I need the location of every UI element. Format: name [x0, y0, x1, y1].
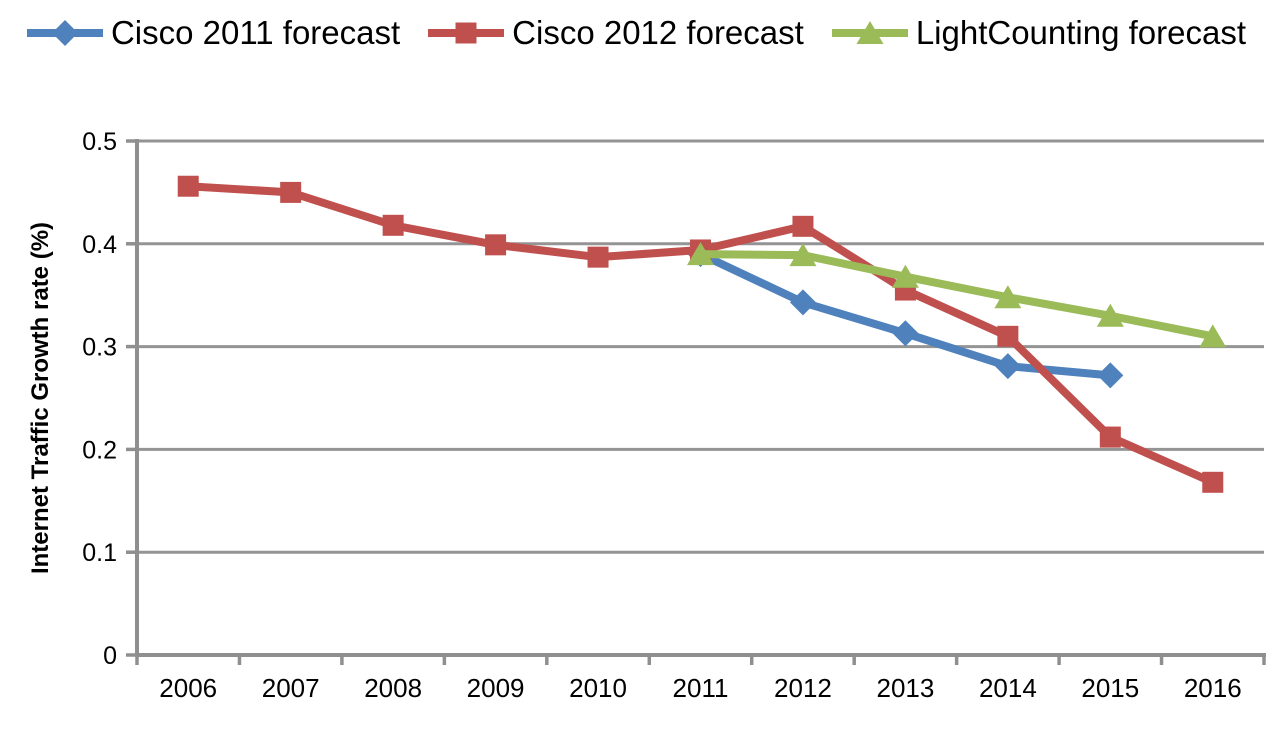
x-tick-label: 2008 — [364, 673, 422, 703]
y-tick-label: 0.2 — [82, 436, 117, 464]
triangle-marker-icon — [994, 285, 1022, 309]
triangle-marker-icon — [856, 21, 884, 44]
series-line-lightcounting-forecast — [700, 250, 1214, 341]
legend-label: LightCounting forecast — [915, 14, 1247, 51]
diamond-marker-icon — [1097, 362, 1124, 389]
triangle-marker-icon — [789, 243, 817, 267]
diamond-legend-marker-icon — [26, 20, 103, 46]
x-tick-label: 2014 — [979, 673, 1037, 703]
square-marker-icon — [587, 246, 609, 268]
diamond-marker-icon — [892, 320, 919, 347]
x-tick-label: 2012 — [774, 673, 832, 703]
square-marker-icon — [997, 325, 1019, 347]
legend-label: Cisco 2011 forecast — [110, 14, 401, 51]
x-tick-label: 2013 — [876, 673, 934, 703]
series-cisco-2012-forecast — [177, 175, 1224, 493]
legend-label: Cisco 2012 forecast — [512, 14, 804, 51]
y-tick-label: 0.5 — [82, 128, 117, 156]
triangle-legend-marker-icon — [831, 21, 908, 44]
x-tick-label: 2009 — [467, 673, 525, 703]
diamond-marker-icon — [994, 353, 1021, 380]
series-line-cisco-2012-forecast — [187, 182, 1215, 486]
legend-item-cisco-2011-forecast: Cisco 2011 forecast — [25, 10, 400, 56]
legend-item-lightcounting-forecast: LightCounting forecast — [830, 10, 1246, 56]
square-marker-icon — [177, 175, 199, 197]
y-tick-label: 0 — [103, 642, 117, 670]
x-tick-label: 2010 — [569, 673, 627, 703]
series-lightcounting-forecast — [687, 242, 1227, 348]
legend: Cisco 2011 forecast Cisco 2012 forecast Li… — [0, 10, 1271, 56]
x-tick-label: 2007 — [262, 673, 320, 703]
triangle-marker-icon — [891, 264, 919, 288]
square-marker-icon — [455, 22, 477, 44]
square-marker-icon — [280, 181, 302, 203]
x-tick-label: 2016 — [1184, 673, 1242, 703]
square-legend-marker-icon — [428, 22, 505, 44]
diamond-marker-icon — [51, 20, 78, 46]
y-axis-title: Internet Traffic Growth rate (%) — [27, 222, 54, 574]
x-tick-label: 2011 — [673, 673, 729, 703]
diamond-marker-icon — [789, 289, 816, 316]
square-marker-icon — [792, 215, 814, 237]
square-marker-icon — [1202, 471, 1224, 493]
triangle-marker-icon — [687, 242, 714, 266]
series-cisco-2011-forecast — [687, 241, 1124, 389]
triangle-marker-icon — [1096, 303, 1124, 327]
square-marker-icon — [485, 234, 507, 256]
x-tick-label: 2006 — [159, 673, 217, 703]
y-tick-label: 0.1 — [82, 539, 117, 567]
x-tick-label: 2015 — [1081, 673, 1139, 703]
y-tick-label: 0.4 — [82, 231, 117, 259]
square-marker-icon — [382, 214, 404, 236]
square-marker-icon — [1099, 426, 1121, 448]
legend-item-cisco-2012-forecast: Cisco 2012 forecast — [426, 10, 804, 56]
y-tick-label: 0.3 — [82, 334, 117, 362]
triangle-marker-icon — [1199, 324, 1227, 348]
